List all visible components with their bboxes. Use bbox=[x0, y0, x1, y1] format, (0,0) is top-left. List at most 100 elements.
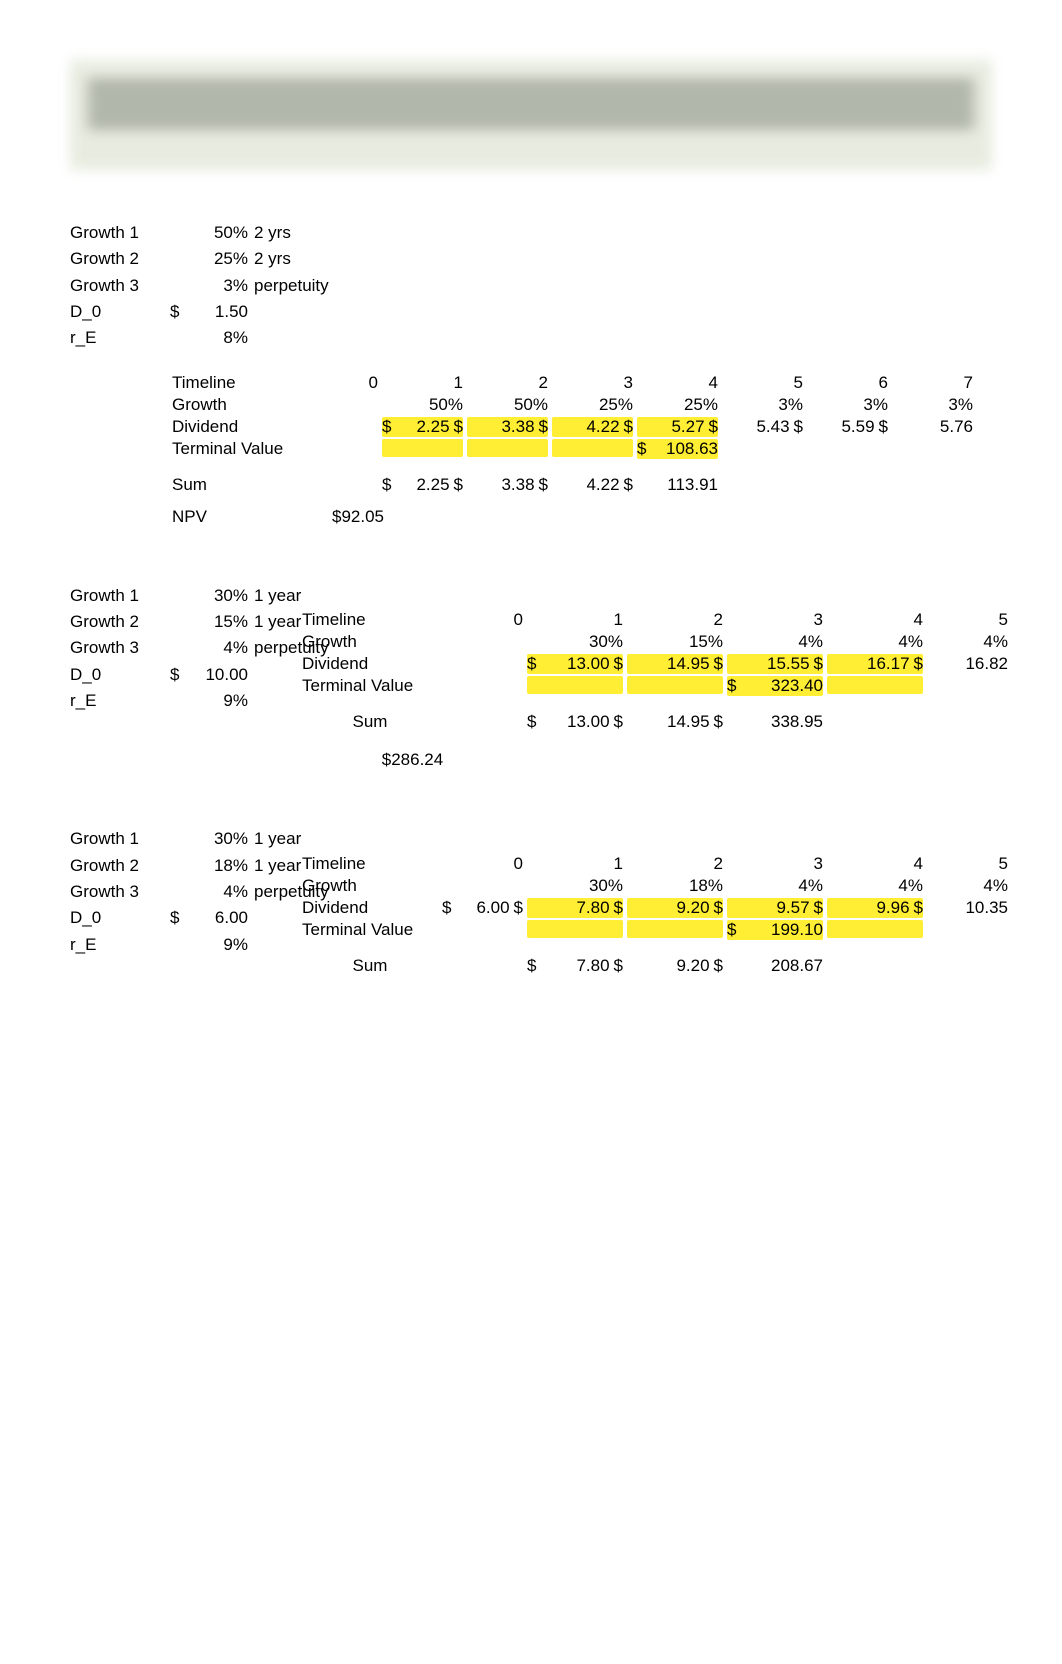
assumption-dollar bbox=[170, 826, 188, 852]
growth-col-5: 3% bbox=[720, 394, 805, 416]
growth-col-4: 4% bbox=[825, 875, 925, 897]
dividend-label: Dividend bbox=[300, 653, 440, 675]
assumption-note bbox=[248, 299, 254, 325]
terminal-cell-4: $108.63 bbox=[635, 438, 720, 460]
highlight-strip bbox=[627, 676, 723, 694]
spacer bbox=[805, 496, 890, 506]
growth-col-4: 25% bbox=[635, 394, 720, 416]
assumption-row: Growth 33%perpetuity bbox=[70, 273, 992, 299]
dividend-num-2: 14.95 bbox=[631, 654, 710, 674]
assumption-dollar bbox=[170, 688, 188, 714]
assumption-label: Growth 1 bbox=[70, 583, 170, 609]
assumption-dollar bbox=[170, 246, 188, 272]
assumption-dollar bbox=[170, 932, 188, 958]
growth-col-3: 4% bbox=[725, 631, 825, 653]
dollar-sign-trail: $ bbox=[614, 898, 623, 918]
dividend-num-4: 16.17 bbox=[831, 654, 910, 674]
dividend-cell-1: $2.25 $ bbox=[380, 416, 465, 438]
highlight-strip bbox=[827, 676, 923, 694]
assumption-value: 1.50 bbox=[188, 299, 248, 325]
growth-col-2: 50% bbox=[465, 394, 550, 416]
npv-empty bbox=[635, 506, 720, 528]
dividend-num-3: 9.57 bbox=[731, 898, 810, 918]
dollar-sign: $ bbox=[727, 676, 736, 696]
assumption-label: Growth 2 bbox=[70, 609, 170, 635]
timeline-col-5: 5 bbox=[925, 853, 1010, 875]
dividend-value-3: 15.55 $ bbox=[727, 654, 823, 674]
spacer bbox=[380, 460, 465, 474]
valuation-table-1: Timeline012345Growth30%15%4%4%4%Dividend… bbox=[300, 609, 992, 771]
sum-empty-0 bbox=[330, 474, 380, 496]
assumption-label: Growth 3 bbox=[70, 879, 170, 905]
dollar-sign-trail: $ bbox=[879, 417, 888, 437]
sum-value-2: 3.38 $ bbox=[467, 475, 548, 495]
assumption-dollar bbox=[170, 325, 188, 351]
dividend-cell-4: 9.96 $ bbox=[825, 897, 925, 919]
dividend-num-5: 10.35 bbox=[931, 898, 1008, 918]
sum-num-2: 9.20 bbox=[631, 956, 710, 976]
spacer bbox=[380, 496, 465, 506]
sum-cell-4: 113.91 bbox=[635, 474, 720, 496]
growth-col-3: 25% bbox=[550, 394, 635, 416]
sum-value-1: $2.25 $ bbox=[382, 475, 463, 495]
spacer bbox=[720, 496, 805, 506]
spacer bbox=[440, 941, 525, 955]
dividend-cell-6: 5.59 $ bbox=[805, 416, 890, 438]
dollar-sign-trail: $ bbox=[914, 898, 923, 918]
dividend-value-3: 9.57 $ bbox=[727, 898, 823, 918]
terminal-num-3: 199.10 bbox=[740, 920, 823, 940]
assumption-value: 9% bbox=[188, 932, 248, 958]
timeline-col-0: 0 bbox=[440, 853, 525, 875]
growth-col-2: 15% bbox=[625, 631, 725, 653]
dollar-sign-trail: $ bbox=[814, 654, 823, 674]
npv-empty bbox=[725, 749, 825, 771]
spacer bbox=[825, 733, 925, 749]
growth-col-0 bbox=[440, 875, 525, 897]
spacer bbox=[440, 697, 525, 711]
growth-col-1: 30% bbox=[525, 875, 625, 897]
dividend-cell-5: 16.82 bbox=[925, 653, 1010, 675]
assumption-dollar bbox=[170, 583, 188, 609]
npv-label: NPV bbox=[170, 506, 330, 528]
npv-empty bbox=[625, 749, 725, 771]
spacer bbox=[440, 733, 525, 749]
assumption-label: r_E bbox=[70, 932, 170, 958]
highlight-strip bbox=[527, 676, 623, 694]
valuation-block-0: Growth 150%2 yrsGrowth 225%2 yrsGrowth 3… bbox=[70, 220, 992, 528]
dividend-num-4: 9.96 bbox=[831, 898, 910, 918]
dividend-value-1: $13.00 $ bbox=[527, 654, 623, 674]
assumption-label: Growth 3 bbox=[70, 635, 170, 661]
terminal-value-4: $108.63 bbox=[637, 439, 718, 459]
assumption-value: 4% bbox=[188, 635, 248, 661]
highlight-strip bbox=[467, 439, 548, 457]
blurred-text-block bbox=[70, 60, 992, 170]
assumption-value: 30% bbox=[188, 583, 248, 609]
growth-col-3: 4% bbox=[725, 875, 825, 897]
dividend-value-4: 5.27 $ bbox=[637, 417, 718, 437]
sum-empty-4 bbox=[825, 955, 925, 977]
dollar-sign: $ bbox=[382, 475, 391, 495]
sum-num-1: 7.80 bbox=[540, 956, 609, 976]
dividend-num-6: 5.59 bbox=[811, 417, 875, 437]
dividend-num-2: 9.20 bbox=[631, 898, 710, 918]
spacer bbox=[925, 697, 1010, 711]
growth-col-1: 50% bbox=[380, 394, 465, 416]
assumption-value: 50% bbox=[188, 220, 248, 246]
sum-empty-5 bbox=[720, 474, 805, 496]
assumption-label: r_E bbox=[70, 325, 170, 351]
assumption-note: 1 year bbox=[248, 609, 301, 635]
spacer bbox=[465, 460, 550, 474]
dollar-sign-trail: $ bbox=[614, 712, 623, 732]
dollar-sign: $ bbox=[727, 920, 736, 940]
terminal-empty-5 bbox=[720, 438, 805, 460]
sum-empty-7 bbox=[890, 474, 975, 496]
timeline-label: Timeline bbox=[300, 853, 440, 875]
assumption-label: Growth 3 bbox=[70, 273, 170, 299]
sum-cell-1: $13.00 $ bbox=[525, 711, 625, 733]
page: Growth 150%2 yrsGrowth 225%2 yrsGrowth 3… bbox=[0, 0, 1062, 1232]
dollar-sign: $ bbox=[527, 712, 536, 732]
growth-label: Growth bbox=[300, 631, 440, 653]
spacer bbox=[625, 697, 725, 711]
npv-empty bbox=[380, 506, 465, 528]
dividend-cell-2: 9.20 $ bbox=[625, 897, 725, 919]
